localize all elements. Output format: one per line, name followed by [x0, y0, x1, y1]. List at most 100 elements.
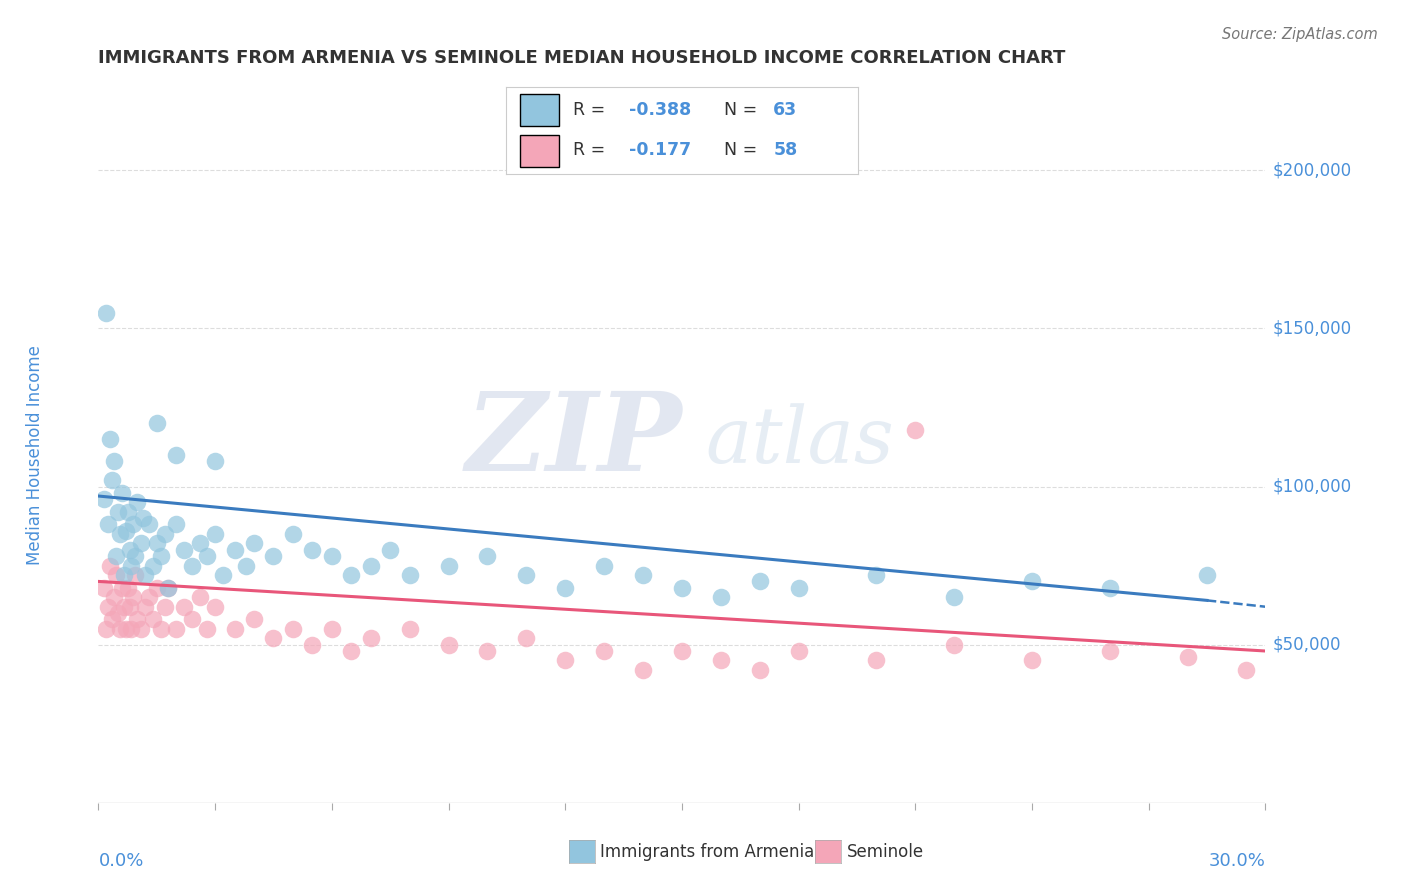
Point [111, 486, 134, 500]
Point [593, 644, 616, 658]
Point [180, 558, 202, 573]
Point [301, 542, 323, 557]
Point [127, 495, 149, 509]
Text: N =: N = [724, 101, 763, 120]
Point [103, 454, 125, 468]
Point [1098, 581, 1121, 595]
Point [360, 558, 382, 573]
Point [787, 581, 810, 595]
Text: Source: ZipAtlas.com: Source: ZipAtlas.com [1222, 27, 1378, 42]
Point [96, 622, 118, 636]
Point [378, 542, 402, 557]
Point [165, 622, 187, 636]
Point [671, 644, 693, 658]
Point [262, 549, 284, 563]
Point [149, 622, 172, 636]
Text: R =: R = [574, 101, 610, 120]
Point [631, 663, 654, 677]
Point [138, 517, 160, 532]
Point [224, 622, 246, 636]
Point [224, 542, 246, 557]
Point [554, 581, 576, 595]
Text: IMMIGRANTS FROM ARMENIA VS SEMINOLE MEDIAN HOUSEHOLD INCOME CORRELATION CHART: IMMIGRANTS FROM ARMENIA VS SEMINOLE MEDI… [98, 49, 1066, 67]
Point [477, 549, 499, 563]
Point [111, 581, 134, 595]
Point [129, 622, 152, 636]
Point [281, 527, 304, 541]
Point [165, 517, 187, 532]
Point [93, 492, 115, 507]
Point [142, 558, 165, 573]
Point [146, 581, 169, 595]
Point [195, 622, 218, 636]
Point [127, 612, 149, 626]
Point [129, 536, 152, 550]
Point [114, 524, 136, 538]
Point [1021, 574, 1043, 589]
Point [117, 581, 139, 595]
Point [103, 591, 125, 605]
Point [515, 568, 537, 582]
Point [180, 612, 202, 626]
Text: atlas: atlas [706, 403, 894, 479]
Point [748, 663, 770, 677]
Point [118, 542, 141, 557]
Point [146, 417, 169, 431]
Point [117, 505, 139, 519]
Point [188, 591, 211, 605]
Point [98, 432, 121, 446]
Point [943, 591, 966, 605]
Point [243, 536, 266, 550]
Point [188, 536, 211, 550]
Point [943, 638, 966, 652]
Point [157, 581, 180, 595]
Point [173, 599, 195, 614]
Point [98, 558, 121, 573]
Point [554, 653, 576, 667]
Text: Seminole: Seminole [846, 843, 924, 861]
Point [360, 632, 382, 646]
Point [437, 638, 460, 652]
Point [132, 511, 155, 525]
Point [165, 448, 187, 462]
Text: -0.388: -0.388 [630, 101, 692, 120]
Point [121, 558, 143, 573]
Text: 0.0%: 0.0% [98, 852, 143, 870]
Text: 58: 58 [773, 141, 797, 160]
Point [262, 632, 284, 646]
Point [321, 622, 343, 636]
Text: -0.177: -0.177 [630, 141, 692, 160]
Point [204, 599, 226, 614]
Point [173, 542, 195, 557]
Point [1195, 568, 1218, 582]
Point [134, 599, 156, 614]
Point [142, 612, 165, 626]
Point [235, 558, 257, 573]
Text: $50,000: $50,000 [1272, 636, 1341, 654]
Point [204, 527, 226, 541]
Point [1098, 644, 1121, 658]
Point [108, 622, 131, 636]
Point [107, 505, 129, 519]
Point [107, 606, 129, 620]
Point [101, 473, 124, 487]
Point [281, 622, 304, 636]
Point [122, 517, 145, 532]
Point [671, 581, 693, 595]
Point [398, 568, 420, 582]
Point [121, 622, 143, 636]
Point [515, 632, 537, 646]
Point [146, 536, 169, 550]
Point [97, 599, 120, 614]
Point [865, 568, 887, 582]
Text: 30.0%: 30.0% [1209, 852, 1265, 870]
Text: 63: 63 [773, 101, 797, 120]
Point [904, 423, 927, 437]
Point [748, 574, 770, 589]
Point [97, 517, 120, 532]
Point [787, 644, 810, 658]
Point [104, 549, 127, 563]
Point [437, 558, 460, 573]
Point [114, 622, 136, 636]
Point [398, 622, 420, 636]
